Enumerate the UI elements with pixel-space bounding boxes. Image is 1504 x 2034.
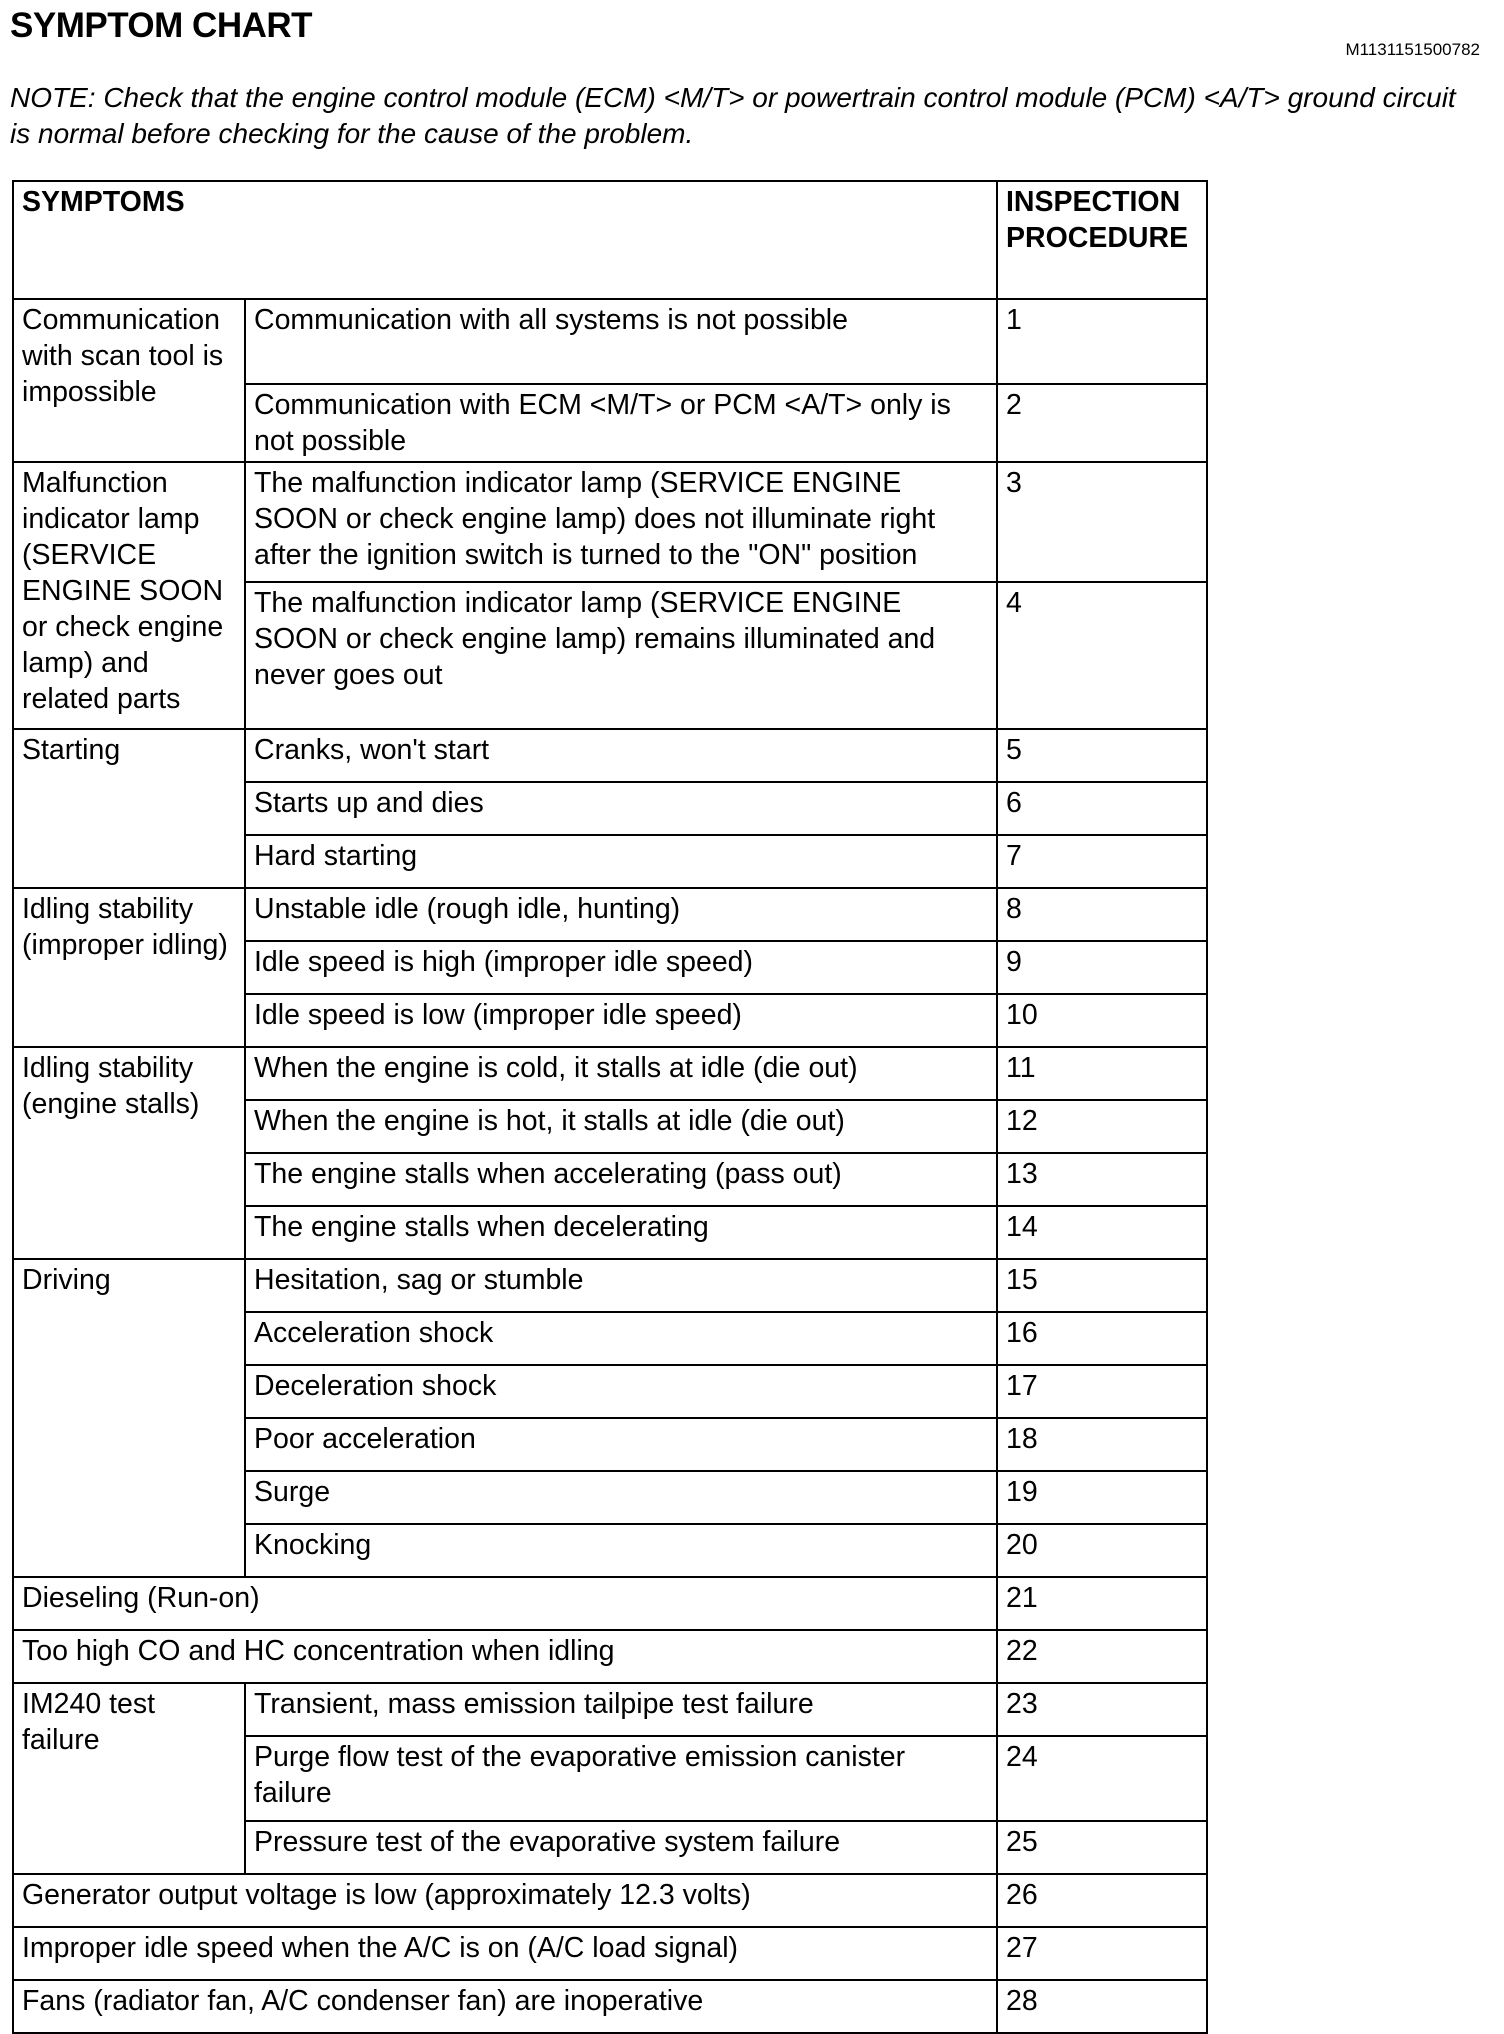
symptom-description: Surge (244, 1470, 998, 1525)
symptom-category: IM240 test failure (12, 1682, 246, 1875)
symptom-category: Malfunction indicator lamp (SERVICE ENGI… (12, 461, 246, 730)
symptom-category: Starting (12, 728, 246, 889)
table-row: Starting Cranks, won't start 5 (12, 728, 1208, 889)
symptoms-header: SYMPTOMS (12, 180, 998, 300)
symptom-category: Driving (12, 1258, 246, 1578)
inspection-procedure-number: 19 (996, 1470, 1208, 1525)
table-row: Idling stability (engine stalls) When the… (12, 1046, 1208, 1260)
inspection-procedure-number: 16 (996, 1311, 1208, 1366)
inspection-procedure-number: 3 (996, 461, 1208, 583)
table-row: IM240 test failure Transient, mass emissi… (12, 1682, 1208, 1875)
symptom-description: Purge flow test of the evaporative emiss… (244, 1735, 998, 1822)
table-row: Communication with ECM <M/T> or PCM <A/T… (13, 383, 1208, 463)
procedure-header: INSPECTION PROCEDURE (996, 180, 1208, 300)
symptom-description: Poor acceleration (244, 1417, 998, 1472)
symptom-description: When the engine is cold, it stalls at id… (244, 1046, 998, 1101)
symptom-description: Dieseling (Run-on) (12, 1576, 998, 1631)
table-row: Dieseling (Run-on) 21 (12, 1576, 1208, 1631)
document-id: M1131151500782 (1345, 40, 1480, 59)
inspection-procedure-number: 28 (996, 1979, 1208, 2034)
symptom-description: Transient, mass emission tailpipe test f… (244, 1682, 998, 1737)
symptom-table: SYMPTOMS INSPECTION PROCEDURE Communicat… (12, 180, 1208, 2034)
symptom-description: Improper idle speed when the A/C is on (… (12, 1926, 998, 1981)
symptom-description: The engine stalls when accelerating (pas… (244, 1152, 998, 1207)
symptom-description: Idle speed is low (improper idle speed) (244, 993, 998, 1048)
inspection-procedure-number: 5 (996, 728, 1208, 783)
table-row: Purge flow test of the evaporative emiss… (13, 1735, 1208, 1822)
table-row: Idling stability (improper idling) Unstab… (12, 887, 1208, 1048)
symptom-description: Pressure test of the evaporative system … (244, 1820, 998, 1875)
table-row: Knocking 20 (13, 1523, 1208, 1578)
symptom-description: The engine stalls when decelerating (244, 1205, 998, 1260)
symptom-description: The malfunction indicator lamp (SERVICE … (244, 461, 998, 583)
table-row: Idle speed is high (improper idle speed)… (13, 940, 1208, 995)
symptom-description: Too high CO and HC concentration when id… (12, 1629, 998, 1684)
inspection-procedure-number: 2 (996, 383, 1208, 463)
symptom-description: Generator output voltage is low (approxi… (12, 1873, 998, 1928)
table-row: Idle speed is low (improper idle speed) 1… (13, 993, 1208, 1048)
inspection-procedure-number: 26 (996, 1873, 1208, 1928)
inspection-procedure-number: 7 (996, 834, 1208, 889)
inspection-procedure-number: 21 (996, 1576, 1208, 1631)
table-row: Fans (radiator fan, A/C condenser fan) a… (12, 1979, 1208, 2034)
table-row: Malfunction indicator lamp (SERVICE ENGI… (12, 461, 1208, 730)
inspection-procedure-number: 15 (996, 1258, 1208, 1313)
table-row: Too high CO and HC concentration when id… (12, 1629, 1208, 1684)
inspection-procedure-number: 11 (996, 1046, 1208, 1101)
table-row: Improper idle speed when the A/C is on (… (12, 1926, 1208, 1981)
table-row: Generator output voltage is low (approxi… (12, 1873, 1208, 1928)
inspection-procedure-number: 6 (996, 781, 1208, 836)
symptom-category: Idling stability (improper idling) (12, 887, 246, 1048)
inspection-procedure-number: 17 (996, 1364, 1208, 1419)
inspection-procedure-number: 1 (996, 298, 1208, 385)
symptom-description: Communication with ECM <M/T> or PCM <A/T… (244, 383, 998, 463)
table-row: Deceleration shock 17 (13, 1364, 1208, 1419)
inspection-procedure-number: 18 (996, 1417, 1208, 1472)
symptom-description: Idle speed is high (improper idle speed) (244, 940, 998, 995)
table-row: Pressure test of the evaporative system … (13, 1820, 1208, 1875)
inspection-procedure-number: 8 (996, 887, 1208, 942)
inspection-procedure-number: 27 (996, 1926, 1208, 1981)
inspection-procedure-number: 12 (996, 1099, 1208, 1154)
table-row: When the engine is hot, it stalls at idl… (13, 1099, 1208, 1154)
inspection-procedure-number: 25 (996, 1820, 1208, 1875)
table-row: Acceleration shock 16 (13, 1311, 1208, 1366)
header-row: SYMPTOMS INSPECTION PROCEDURE (12, 180, 1208, 300)
inspection-procedure-number: 13 (996, 1152, 1208, 1207)
symptom-description: When the engine is hot, it stalls at idl… (244, 1099, 998, 1154)
symptom-category: Idling stability (engine stalls) (12, 1046, 246, 1260)
table-row: Communication with scan tool is impossib… (12, 298, 1208, 463)
symptom-description: Hard starting (244, 834, 998, 889)
symptom-description: Hesitation, sag or stumble (244, 1258, 998, 1313)
inspection-procedure-number: 20 (996, 1523, 1208, 1578)
symptom-category: Communication with scan tool is impossib… (12, 298, 246, 463)
table-row: Hard starting 7 (13, 834, 1208, 889)
symptom-description: Fans (radiator fan, A/C condenser fan) a… (12, 1979, 998, 2034)
symptom-description: Starts up and dies (244, 781, 998, 836)
inspection-procedure-number: 23 (996, 1682, 1208, 1737)
inspection-procedure-number: 4 (996, 581, 1208, 730)
table-row: Driving Hesitation, sag or stumble 15 (12, 1258, 1208, 1578)
table-row: Poor acceleration 18 (13, 1417, 1208, 1472)
symptom-description: Unstable idle (rough idle, hunting) (244, 887, 998, 942)
symptom-description: The malfunction indicator lamp (SERVICE … (244, 581, 998, 730)
table-row: Surge 19 (13, 1470, 1208, 1525)
note-text: NOTE: Check that the engine control modu… (10, 82, 1456, 149)
table-row: The malfunction indicator lamp (SERVICE … (13, 581, 1208, 730)
inspection-procedure-number: 14 (996, 1205, 1208, 1260)
inspection-procedure-number: 24 (996, 1735, 1208, 1822)
inspection-procedure-number: 10 (996, 993, 1208, 1048)
inspection-procedure-number: 22 (996, 1629, 1208, 1684)
table-row: The engine stalls when accelerating (pas… (13, 1152, 1208, 1207)
symptom-description: Communication with all systems is not po… (244, 298, 998, 385)
symptom-description: Acceleration shock (244, 1311, 998, 1366)
symptom-description: Cranks, won't start (244, 728, 998, 783)
table-row: Starts up and dies 6 (13, 781, 1208, 836)
page-title: SYMPTOM CHART (10, 6, 313, 45)
symptom-description: Deceleration shock (244, 1364, 998, 1419)
symptom-description: Knocking (244, 1523, 998, 1578)
inspection-procedure-number: 9 (996, 940, 1208, 995)
table-row: The engine stalls when decelerating 14 (13, 1205, 1208, 1260)
